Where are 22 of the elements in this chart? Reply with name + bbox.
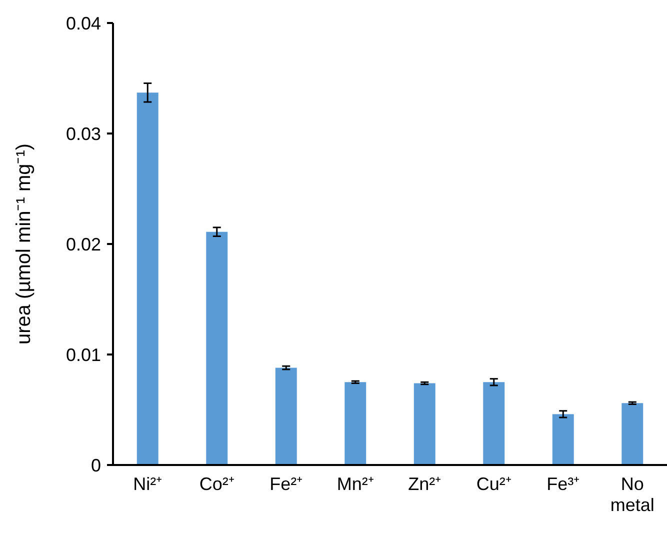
x-tick-label: Ni²⁺ <box>133 474 162 494</box>
x-tick-label: Cu²⁺ <box>476 474 512 494</box>
x-tick-label: No metal <box>610 474 654 515</box>
x-tick-label: Co²⁺ <box>199 474 234 494</box>
bar <box>275 368 297 465</box>
y-tick-label: 0 <box>90 455 101 476</box>
x-tick-label: Fe²⁺ <box>270 474 303 494</box>
y-tick-label: 0.04 <box>66 13 101 34</box>
y-tick-label: 0.03 <box>66 124 101 144</box>
bar <box>414 383 436 465</box>
y-tick-label: 0.02 <box>66 234 101 254</box>
y-tick-label: 0.01 <box>66 344 101 365</box>
bar <box>622 403 644 465</box>
x-tick-label: Zn²⁺ <box>408 474 442 494</box>
x-tick-label: Mn²⁺ <box>336 474 374 494</box>
bar <box>483 382 505 465</box>
y-axis-title: urea (µmol min⁻¹ mg⁻¹) <box>13 143 35 345</box>
x-tick-label: Fe³⁺ <box>546 474 580 494</box>
bar <box>344 382 366 465</box>
bar <box>206 232 228 465</box>
bar <box>136 92 158 465</box>
bar <box>552 414 574 465</box>
